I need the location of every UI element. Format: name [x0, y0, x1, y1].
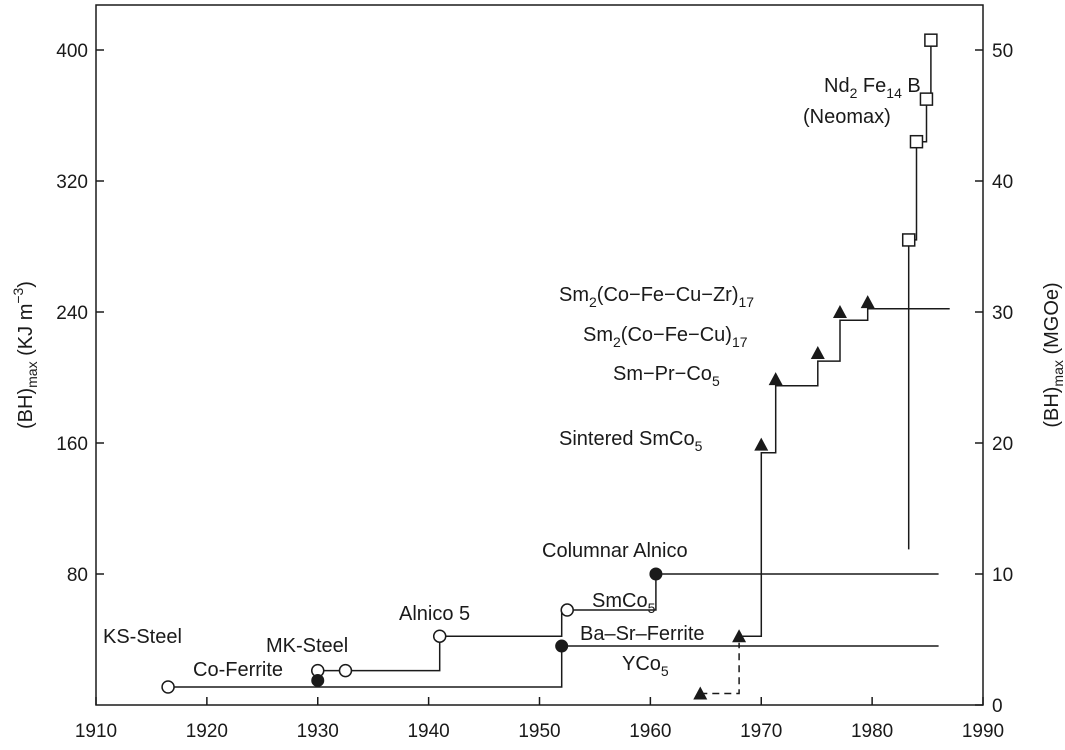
annotation-columnar-alnico: Columnar Alnico — [542, 540, 688, 562]
y-left-tick-label: 80 — [67, 565, 88, 586]
filled-triangle-marker — [754, 437, 769, 451]
annotation-part: 5 — [661, 663, 669, 679]
y-right-title-sub: max — [1050, 360, 1065, 386]
filled-circle-marker — [311, 673, 325, 687]
annotation-part: 2 — [850, 85, 858, 101]
annotation-part: Sm — [559, 284, 589, 306]
x-tick-label: 1940 — [407, 721, 449, 742]
y-axis-left-title: (BH)max (KJ m−3) — [10, 281, 40, 429]
annotation-ba-sr-ferrite: Ba–Sr–Ferrite — [580, 623, 705, 645]
annotation-part: 17 — [732, 334, 748, 350]
annotation-yco5: YCo5 — [622, 653, 669, 679]
filled-triangle-marker — [832, 305, 847, 318]
y-right-tick-label: 0 — [992, 696, 1003, 717]
y-left-tick-label: 160 — [56, 434, 88, 455]
annotation-smco5: SmCo5 — [592, 590, 656, 616]
series-3-step-line — [907, 40, 932, 550]
annotation-part: 5 — [695, 438, 703, 454]
filled-triangle-marker — [693, 686, 708, 700]
annotation-part: 2 — [589, 294, 597, 310]
annotation-part: Nd — [824, 75, 850, 97]
open-square-marker — [909, 134, 924, 149]
annotation-ks-steel: KS-Steel — [103, 626, 182, 648]
annotation-sm-pr-co5: Sm−Pr−Co5 — [613, 363, 720, 389]
x-tick-label: 1910 — [75, 721, 117, 742]
open-square-marker — [919, 92, 934, 106]
open-square-marker — [901, 233, 916, 247]
annotation-part: Fe — [857, 75, 886, 97]
annotation-part: 2 — [613, 334, 621, 350]
x-tick-label: 1970 — [740, 721, 782, 742]
filled-triangle-marker — [860, 295, 875, 309]
x-tick-label: 1990 — [962, 721, 1004, 742]
annotation-part: 14 — [886, 85, 902, 101]
y-left-title-main: (BH) — [15, 388, 37, 429]
annotation-co-ferrite: Co-Ferrite — [193, 659, 283, 681]
annotation-mk-steel: MK-Steel — [266, 635, 348, 657]
annotation-part: SmCo — [592, 590, 648, 612]
annotation-part: 5 — [712, 373, 720, 389]
y-left-tick-label: 240 — [56, 303, 88, 324]
axis-ticks: 1910 1920 1930 1940 1950 1960 1970 1980 1990 80 16… — [56, 41, 1013, 742]
open-circle-marker — [432, 629, 447, 643]
y-left-title-sub: max — [24, 361, 40, 387]
y-right-tick-label: 30 — [992, 303, 1013, 324]
y-right-tick-label: 10 — [992, 565, 1013, 586]
open-circle-marker — [560, 603, 574, 617]
annotation-sm2-co-fe-cu-zr-17: Sm2(Co−Fe−Cu−Zr)17 — [559, 284, 754, 310]
filled-circle-marker — [555, 639, 569, 653]
annotation-part: Sintered SmCo — [559, 428, 695, 450]
y-right-tick-label: 50 — [992, 41, 1013, 62]
annotation-neomax: (Neomax) — [803, 106, 891, 128]
y-right-tick-label: 20 — [992, 434, 1013, 455]
x-tick-label: 1920 — [186, 721, 228, 742]
annotation-part: (Co−Fe−Cu) — [621, 324, 732, 346]
open-circle-marker — [338, 663, 353, 678]
y-left-title-unit: (KJ m — [15, 304, 37, 362]
x-tick-label: 1930 — [297, 721, 339, 742]
data-markers — [161, 33, 938, 700]
x-tick-label: 1950 — [518, 721, 560, 742]
annotation-sintered-smco5: Sintered SmCo5 — [559, 428, 703, 454]
open-circle-marker — [161, 680, 175, 694]
filled-triangle-marker — [810, 345, 825, 359]
x-tick-label: 1960 — [629, 721, 671, 742]
series-0-step-line — [168, 645, 939, 688]
annotation-nd2fe14b: Nd2 Fe14 B — [824, 75, 921, 101]
annotation-part: B — [902, 75, 921, 97]
filled-circle-marker — [649, 567, 663, 581]
annotation-part: (Co−Fe−Cu−Zr) — [597, 284, 739, 306]
y-axis-right-title: (BH)max (MGOe) — [1041, 282, 1065, 427]
filled-triangle-marker — [732, 629, 747, 643]
annotation-alnico-5: Alnico 5 — [399, 603, 470, 625]
y-right-title-unit: (MGOe) — [1041, 282, 1063, 360]
y-right-title-main: (BH) — [1041, 387, 1063, 428]
annotation-part: 17 — [739, 294, 755, 310]
x-tick-label: 1980 — [851, 721, 893, 742]
series-2-dashed-line — [700, 642, 740, 695]
series-2-step-line — [739, 307, 950, 637]
y-left-title-sup: −3 — [10, 287, 26, 303]
y-left-tick-label: 400 — [56, 41, 88, 62]
annotation-part: 5 — [648, 600, 656, 616]
filled-triangle-marker — [768, 372, 783, 386]
y-left-title-close: ) — [15, 281, 37, 288]
open-square-marker — [924, 33, 938, 47]
y-right-tick-label: 40 — [992, 172, 1013, 193]
annotation-part: YCo — [622, 653, 661, 675]
connector-lines — [168, 40, 950, 695]
y-left-tick-label: 320 — [56, 172, 88, 193]
annotation-part: Sm — [583, 324, 613, 346]
annotation-sm2-co-fe-cu-17: Sm2(Co−Fe−Cu)17 — [583, 324, 748, 350]
annotation-part: Sm−Pr−Co — [613, 363, 712, 385]
